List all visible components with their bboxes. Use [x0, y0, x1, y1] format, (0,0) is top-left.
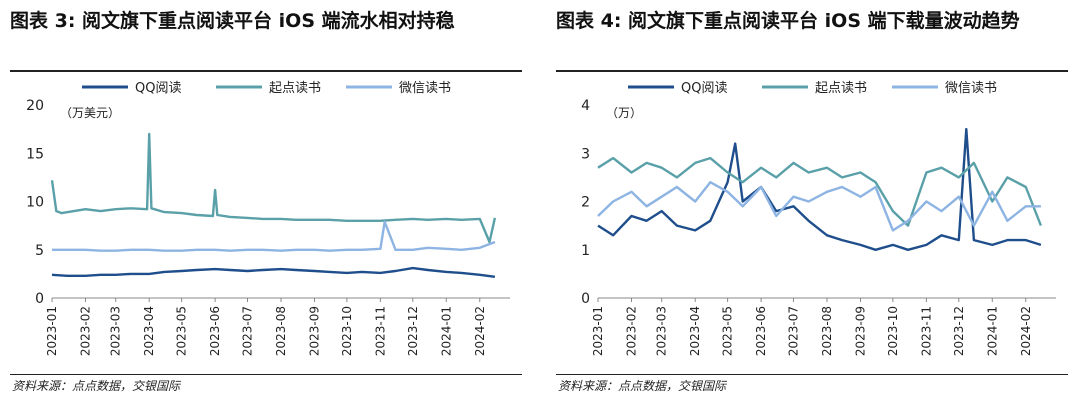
line-chart: QQ阅读 起点读书 微信读书 （万美元） 0 5 10 15 20 2023-01 2023-02 2… [26, 81, 510, 356]
y-tick-label: 2 [581, 195, 590, 211]
x-tick-label: 2023-02 [78, 306, 92, 356]
legend-label: 微信读书 [399, 81, 451, 96]
x-tick-label: 2023-04 [142, 306, 156, 356]
y-tick-label: 10 [26, 195, 44, 211]
y-tick-label: 0 [581, 291, 590, 307]
x-tick-label: 2023-12 [952, 306, 966, 356]
x-tick-label: 2023-12 [406, 306, 420, 356]
legend-label: 起点读书 [269, 81, 321, 96]
chart-title: 图表 4: 阅文旗下重点阅读平台 iOS 端下载量波动趋势 [556, 10, 1020, 32]
x-tick-label: 2023-05 [175, 306, 189, 356]
legend: QQ阅读 起点读书 微信读书 [82, 81, 451, 96]
x-tick-label: 2023-06 [754, 306, 768, 356]
y-tick-label: 5 [35, 243, 44, 259]
x-tick-label: 2023-08 [274, 306, 288, 356]
legend-label: 微信读书 [945, 81, 997, 96]
series-line [597, 180, 1041, 232]
x-tick-label: 2023-11 [919, 306, 933, 356]
left-chart-panel: 图表 3: 阅文旗下重点阅读平台 iOS 端流水相对持稳 QQ阅读 起点读书 微信读… [10, 0, 530, 401]
x-tick-label: 2023-03 [109, 306, 123, 356]
right-chart-panel: 图表 4: 阅文旗下重点阅读平台 iOS 端下载量波动趋势 QQ阅读 起点读书 微信… [556, 0, 1076, 401]
unit-label: （万） [606, 106, 642, 120]
x-tick-label: 2023-01 [591, 306, 605, 356]
y-tick-label: 20 [26, 98, 44, 114]
x-tick-label: 2023-07 [241, 306, 255, 356]
x-tick-label: 2023-10 [886, 306, 900, 356]
legend: QQ阅读 起点读书 微信读书 [628, 81, 997, 96]
source-note: 资料来源：点点数据，交银国际 [12, 379, 181, 393]
y-tick-label: 4 [581, 98, 590, 114]
x-tick-label: 2023-09 [853, 306, 867, 356]
chart-title: 图表 3: 阅文旗下重点阅读平台 iOS 端流水相对持稳 [10, 10, 455, 32]
x-tick-label: 2023-05 [721, 306, 735, 356]
legend-label: 起点读书 [815, 81, 867, 96]
x-tick-label: 2023-10 [340, 306, 354, 356]
footer-rule [10, 374, 522, 375]
x-tick-label: 2023-06 [208, 306, 222, 356]
source-note: 资料来源：点点数据，交银国际 [558, 379, 727, 393]
legend-label: QQ阅读 [135, 81, 181, 96]
x-tick-label: 2023-08 [820, 306, 834, 356]
y-tick-label: 1 [581, 243, 590, 259]
x-tick-label: 2023-03 [655, 306, 669, 356]
x-tick-label: 2024-01 [439, 306, 453, 356]
x-tick-label: 2023-07 [787, 306, 801, 356]
legend-label: QQ阅读 [681, 81, 727, 96]
x-tick-label: 2024-02 [1019, 306, 1033, 356]
series-line [52, 220, 496, 252]
title-rule [556, 70, 1068, 72]
x-tick-label: 2024-02 [473, 306, 487, 356]
x-tick-label: 2023-09 [307, 306, 321, 356]
x-tick-label: 2023-04 [688, 306, 702, 356]
series-line [597, 156, 1043, 227]
line-chart: QQ阅读 起点读书 微信读书 （万） 0 1 2 3 4 2023-01 2023-02 2023-0… [581, 81, 1056, 356]
series-line [50, 132, 497, 244]
title-rule [10, 70, 522, 72]
footer-rule [556, 374, 1068, 375]
series-line [51, 266, 496, 278]
x-tick-label: 2023-11 [373, 306, 387, 356]
series-line [597, 127, 1042, 252]
x-tick-label: 2023-01 [45, 306, 59, 356]
unit-label: （万美元） [60, 106, 120, 120]
x-tick-label: 2024-01 [985, 306, 999, 356]
y-tick-label: 0 [35, 291, 44, 307]
y-tick-label: 15 [26, 146, 44, 162]
y-tick-label: 3 [581, 146, 590, 162]
x-tick-label: 2023-02 [624, 306, 638, 356]
